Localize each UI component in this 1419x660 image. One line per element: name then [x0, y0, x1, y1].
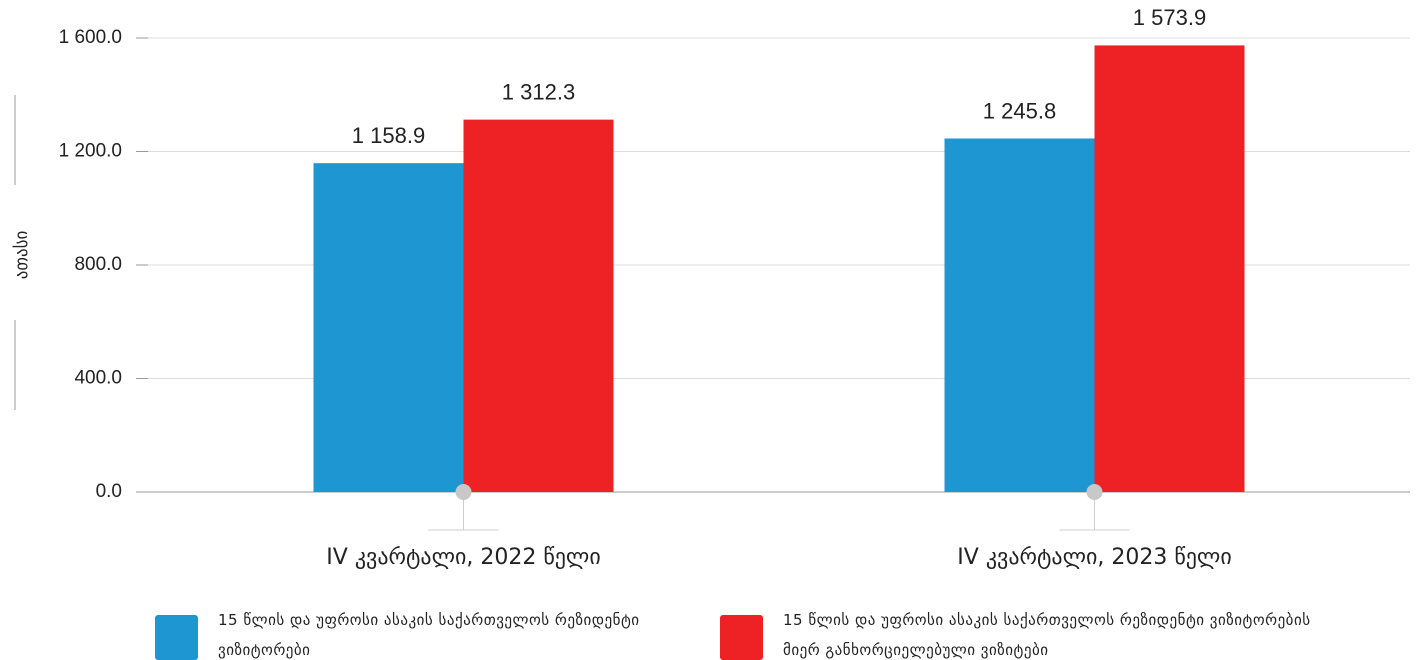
legend-text-box: 15 წლის და უფროსი ასაკის საქართველოს რეზ…	[783, 611, 1311, 659]
legend-text-box: 15 წლის და უფროსი ასაკის საქართველოს რეზ…	[218, 611, 640, 659]
value-label: 1 158.9	[352, 123, 425, 148]
value-label: 1 312.3	[502, 79, 575, 104]
value-label: 1 573.9	[1133, 5, 1206, 30]
legend-label: 15 წლის და უფროსი ასაკის საქართველოს რეზ…	[783, 611, 1311, 659]
y-tick-label: 400.0	[74, 368, 122, 389]
bar	[1094, 45, 1245, 492]
y-tick-label: 0.0	[96, 481, 122, 502]
legend-swatch	[155, 615, 198, 660]
bar	[313, 163, 464, 493]
y-tick-label: 1 600.0	[59, 27, 122, 48]
bar	[944, 138, 1095, 492]
legend-swatch	[720, 615, 763, 660]
x-tick-label: IV კვარტალი, 2023 წელი	[957, 545, 1231, 570]
y-axis-label: ათასი	[12, 231, 32, 280]
value-label: 1 245.8	[983, 98, 1056, 123]
category-dot	[1086, 484, 1103, 500]
legend-label: 15 წლის და უფროსი ასაკის საქართველოს რეზ…	[218, 611, 640, 659]
y-tick-label: 800.0	[74, 254, 122, 275]
category-dot	[455, 484, 472, 500]
x-tick-label: IV კვარტალი, 2022 წელი	[326, 545, 600, 570]
bar	[463, 119, 614, 492]
y-tick-label: 1 200.0	[59, 141, 122, 162]
